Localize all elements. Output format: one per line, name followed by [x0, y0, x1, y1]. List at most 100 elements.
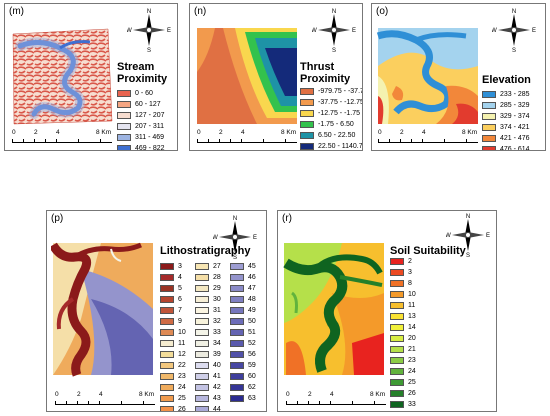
- legend-label: 207 - 311: [135, 123, 165, 130]
- scale-tick-label: 2: [400, 129, 404, 136]
- legend-item: 31: [195, 305, 221, 316]
- legend-item: 10: [390, 289, 416, 300]
- legend-label: 24: [178, 384, 186, 391]
- legend-item: 20: [390, 333, 416, 344]
- legend-swatch: [160, 351, 174, 358]
- legend-label: 59: [248, 362, 256, 369]
- svg-text:S: S: [512, 48, 516, 52]
- legend-label: 28: [213, 274, 221, 281]
- legend-label: 11: [178, 340, 186, 347]
- legend-item: 233 - 285: [482, 89, 530, 100]
- legend-label: 32: [213, 318, 221, 325]
- legend-label: 33: [408, 401, 416, 408]
- legend-label: 6: [178, 296, 182, 303]
- legend-swatch: [117, 123, 131, 130]
- legend-swatch: [117, 90, 131, 97]
- legend-label: 3: [408, 269, 412, 276]
- legend-item: 29: [195, 283, 221, 294]
- panel-label: (r): [282, 213, 292, 224]
- legend-label: 49: [248, 307, 256, 314]
- legend-item: 41: [195, 371, 221, 382]
- legend-swatch: [230, 263, 244, 270]
- legend-swatch: [390, 335, 404, 342]
- legend-swatch: [195, 296, 209, 303]
- legend-label: 42: [213, 384, 221, 391]
- scale-bar: 0 2 4 8 Km: [55, 391, 155, 411]
- legend-item: -12.75 - -1.75: [300, 108, 362, 119]
- legend-label: 44: [213, 406, 221, 412]
- legend-item: 42: [195, 382, 221, 393]
- legend-list: 45 46 47 48 49 50 51 52 56 59 60 62 63: [230, 261, 256, 404]
- legend-label: 60: [248, 373, 256, 380]
- legend-label: 39: [213, 351, 221, 358]
- legend-item: 56: [230, 349, 256, 360]
- legend-item: -979.75 - -37.75: [300, 86, 362, 97]
- scale-tick-label: 0: [286, 391, 290, 398]
- legend-swatch: [300, 88, 314, 95]
- legend-item: 26: [390, 388, 416, 399]
- legend-item: 421 - 476: [482, 133, 530, 144]
- svg-text:S: S: [147, 48, 151, 52]
- legend-swatch: [230, 373, 244, 380]
- legend-item: 32: [195, 316, 221, 327]
- legend-label: 33: [213, 329, 221, 336]
- legend-swatch: [390, 379, 404, 386]
- scale-tick-label: 4: [330, 391, 334, 398]
- legend-item: 52: [230, 338, 256, 349]
- legend-swatch: [195, 263, 209, 270]
- legend-item: 14: [390, 322, 416, 333]
- legend-swatch: [390, 291, 404, 298]
- legend-item: 7: [160, 305, 186, 316]
- legend-label: 23: [178, 373, 186, 380]
- panel-n: (n) N S W E Thrust Proximity -979.75 - -…: [189, 3, 363, 151]
- svg-text:W: W: [127, 28, 132, 34]
- scale-tick-label: 2: [77, 391, 81, 398]
- thrust-proximity-map: [195, 26, 299, 126]
- legend-item: 25: [390, 377, 416, 388]
- legend-item: 28: [195, 272, 221, 283]
- panel-r: (r) N S W E Soil Suitability 23810111314…: [277, 210, 497, 412]
- scale-tick-label: 8 Km: [370, 391, 386, 398]
- legend-swatch: [482, 102, 496, 109]
- legend-swatch: [300, 132, 314, 139]
- legend-label: 329 - 374: [500, 113, 530, 120]
- legend-swatch: [390, 390, 404, 397]
- legend-label: 9: [178, 318, 182, 325]
- panel-label: (m): [9, 6, 24, 17]
- legend-label: 20: [408, 335, 416, 342]
- legend-item: 44: [195, 404, 221, 412]
- legend-item: 23: [160, 371, 186, 382]
- legend-item: 10: [160, 327, 186, 338]
- legend-label: 6.50 - 22.50: [318, 132, 356, 139]
- legend-item: 6: [160, 294, 186, 305]
- legend-swatch: [390, 346, 404, 353]
- legend-item: 3: [390, 267, 416, 278]
- legend-swatch: [195, 395, 209, 402]
- legend-item: -37.75 - -12.75: [300, 97, 362, 108]
- legend-item: 285 - 329: [482, 100, 530, 111]
- legend-item: 51: [230, 327, 256, 338]
- legend-swatch: [195, 307, 209, 314]
- legend-label: 45: [248, 263, 256, 270]
- legend-item: 476 - 614: [482, 144, 530, 150]
- lithostratigraphy-map: [51, 239, 155, 395]
- svg-text:W: W: [312, 28, 317, 34]
- legend-swatch: [300, 99, 314, 106]
- legend-label: 52: [248, 340, 256, 347]
- legend-label: 10: [178, 329, 186, 336]
- legend-item: 5: [160, 283, 186, 294]
- legend-label: 14: [408, 324, 416, 331]
- legend-label: 13: [408, 313, 416, 320]
- legend-list: 233 - 285 285 - 329 329 - 374 374 - 421 421 …: [482, 89, 530, 150]
- legend-label: 0 - 60: [135, 90, 153, 97]
- legend-swatch: [482, 135, 496, 142]
- legend-swatch: [390, 357, 404, 364]
- legend-title: Lithostratigraphy: [160, 245, 251, 257]
- legend-swatch: [230, 318, 244, 325]
- legend-swatch: [390, 302, 404, 309]
- legend-swatch: [390, 313, 404, 320]
- stream-proximity-map: [10, 26, 114, 126]
- legend-label: 374 - 421: [500, 124, 530, 131]
- legend-label: 46: [248, 274, 256, 281]
- compass-rose-icon: N S W E: [491, 8, 536, 54]
